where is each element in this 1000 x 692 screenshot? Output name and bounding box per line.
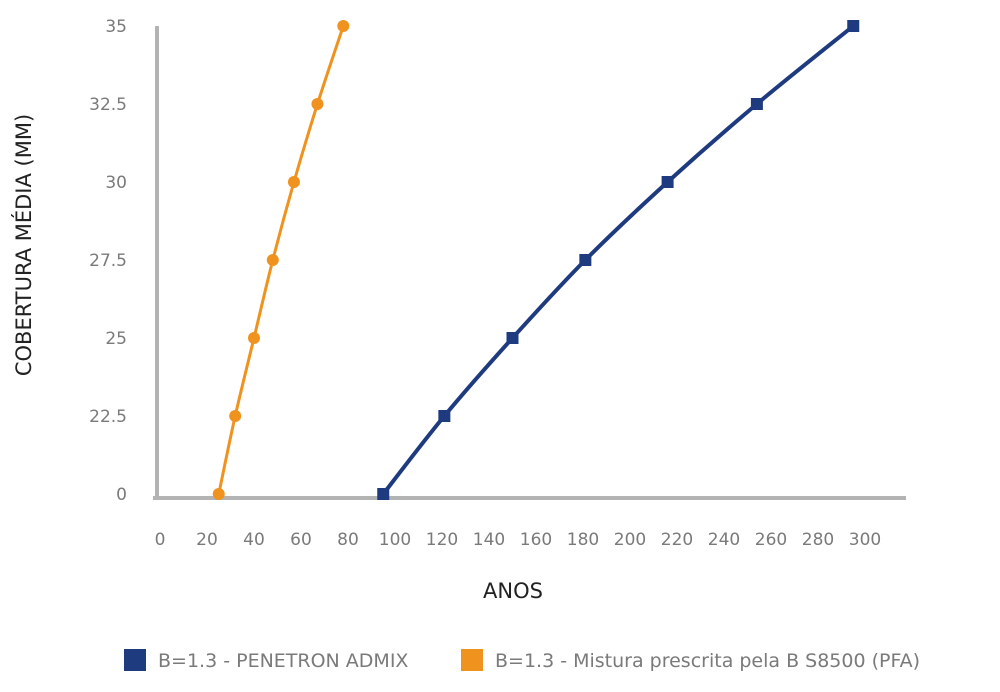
legend-label: B=1.3 - PENETRON ADMIX: [158, 650, 408, 672]
x-tick-label: 240: [708, 530, 740, 550]
data-point: [248, 332, 260, 344]
y-tick-label: 32.5: [89, 95, 127, 115]
y-tick-label: 35: [105, 17, 127, 37]
data-point: [506, 332, 519, 344]
data-point: [311, 98, 324, 110]
data-point: [438, 410, 451, 422]
x-tick-label: 100: [379, 530, 411, 550]
series-1: [377, 20, 860, 500]
x-tick-labels: 0 20 40 60 80 100 120 140 160 180 200 220 240 260 280 3…: [155, 530, 882, 550]
legend: B=1.3 - PENETRON ADMIX B=1.3 - Mistura pr…: [124, 649, 920, 672]
x-tick-label: 0: [155, 530, 166, 550]
legend-swatch: [461, 649, 483, 671]
legend-label: B=1.3 - Mistura prescrita pela B S8500 (…: [495, 650, 920, 672]
legend-swatch: [124, 649, 146, 671]
y-tick-label: 25: [105, 329, 127, 349]
data-point: [750, 98, 763, 110]
data-point: [377, 488, 390, 500]
x-tick-label: 40: [243, 530, 265, 550]
data-point: [661, 176, 674, 188]
x-tick-label: 180: [567, 530, 599, 550]
x-tick-label: 300: [849, 530, 881, 550]
x-tick-label: 20: [196, 530, 218, 550]
series-line: [217, 25, 345, 495]
axes: [153, 26, 906, 500]
data-point: [266, 254, 279, 266]
x-axis-title: ANOS: [483, 579, 543, 603]
x-tick-label: 140: [473, 530, 505, 550]
data-point: [847, 20, 860, 32]
series-line: [381, 24, 855, 496]
series-layer: [212, 20, 860, 500]
y-tick-label: 0: [116, 485, 127, 505]
data-point: [579, 254, 592, 266]
x-tick-label: 60: [290, 530, 312, 550]
data-point: [212, 488, 225, 500]
data-point: [229, 410, 242, 422]
y-tick-label: 27.5: [89, 251, 127, 271]
y-axis-title: COBERTURA MÉDIA (MM): [11, 114, 36, 376]
x-tick-label: 220: [661, 530, 693, 550]
x-tick-label: 120: [426, 530, 458, 550]
y-tick-label: 30: [105, 173, 127, 193]
x-tick-label: 80: [337, 530, 359, 550]
y-tick-labels: 0 22.5 25 27.5 30 32.5 35: [89, 17, 127, 505]
x-tick-label: 280: [802, 530, 834, 550]
data-point: [337, 20, 350, 32]
data-point: [287, 176, 300, 188]
x-tick-label: 260: [755, 530, 787, 550]
x-tick-label: 200: [614, 530, 646, 550]
x-tick-label: 160: [520, 530, 552, 550]
series-2: [212, 20, 350, 500]
y-tick-label: 22.5: [89, 407, 127, 427]
